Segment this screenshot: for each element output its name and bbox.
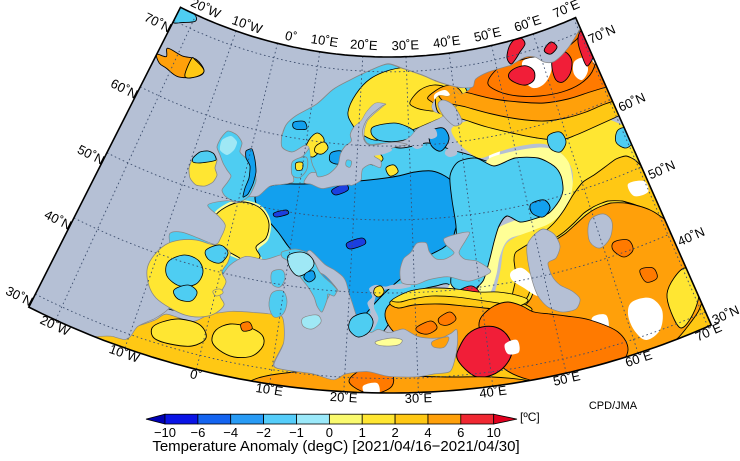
svg-text:1: 1 (359, 425, 366, 440)
svg-text:30˚E: 30˚E (391, 37, 419, 53)
svg-text:20˚E: 20˚E (330, 389, 359, 406)
svg-text:40˚E: 40˚E (432, 32, 462, 50)
svg-text:20˚E: 20˚E (350, 37, 379, 54)
svg-text:−4: −4 (223, 425, 238, 440)
svg-text:−10: −10 (154, 425, 176, 440)
svg-text:40˚E: 40˚E (478, 382, 508, 400)
svg-text:Temperature Anomaly (degC) [20: Temperature Anomaly (degC) [2021/04/16−2… (152, 438, 519, 455)
svg-text:[ºC]: [ºC] (520, 410, 540, 424)
svg-text:0: 0 (326, 425, 333, 440)
svg-text:30˚E: 30˚E (404, 390, 432, 406)
svg-text:50˚E: 50˚E (472, 24, 502, 45)
svg-text:50˚E: 50˚E (552, 368, 582, 389)
svg-text:10: 10 (486, 425, 500, 440)
svg-text:−6: −6 (190, 425, 205, 440)
svg-text:6: 6 (457, 425, 464, 440)
svg-text:10˚E: 10˚E (310, 31, 340, 50)
svg-text:2: 2 (391, 425, 398, 440)
svg-text:0˚: 0˚ (284, 28, 299, 45)
svg-text:4: 4 (424, 425, 431, 440)
svg-text:−1: −1 (289, 425, 304, 440)
svg-text:10˚E: 10˚E (255, 380, 285, 399)
svg-text:CPD/JMA: CPD/JMA (589, 400, 638, 412)
svg-text:−2: −2 (256, 425, 271, 440)
svg-text:0˚: 0˚ (189, 366, 204, 383)
